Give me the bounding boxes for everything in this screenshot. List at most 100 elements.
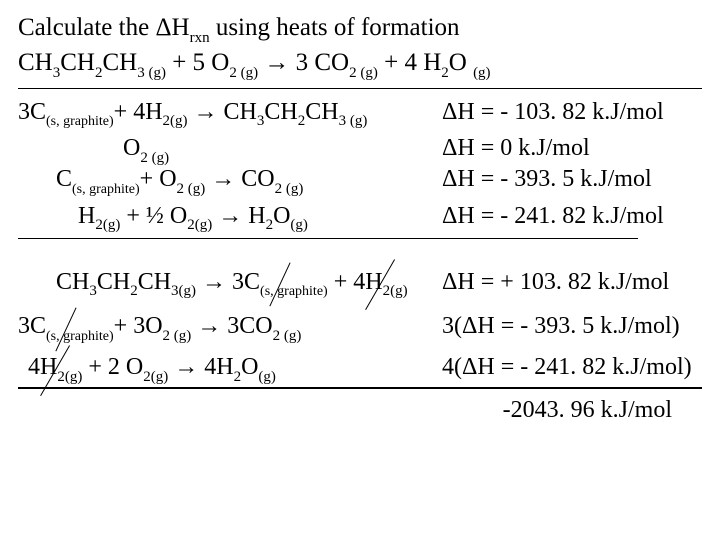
s1r4-d: O [273, 203, 290, 229]
s1r3-b: + O [140, 166, 177, 192]
s2r1-s1: 3 [89, 283, 97, 299]
s2r1-s5: 2(g) [383, 283, 408, 299]
s1r3-sub2: 2 (g) [177, 181, 206, 197]
rule-1 [18, 88, 702, 89]
s2r1-a: CH [56, 269, 89, 295]
s2r1-f: 4H [353, 269, 382, 295]
s2r1-strike2: 4H2(g) [353, 269, 407, 300]
s1r1-c3: CH [305, 99, 338, 125]
s1r1-s1: 3 [257, 113, 265, 129]
s2-row2-rhs: 3(ΔH = - 393. 5 k.J/mol) [442, 313, 702, 340]
s1r4-sub1: 2(g) [95, 217, 120, 233]
s1r1-s2: 2 [298, 113, 306, 129]
s1-row1-lhs: 3C(s, graphite)+ 4H2(g) → CH3CH2CH3 (g) [18, 99, 442, 130]
final-answer: -2043. 96 k.J/mol [18, 395, 702, 424]
s2r3-strike: 4H2(g) [28, 354, 82, 385]
s1r3-c: → CO [205, 166, 274, 192]
s2-row1-lhs: CH3CH2CH3(g) → 3C(s, graphite) + 4H2(g) [18, 269, 442, 300]
eq-o2s: 2 (g) [229, 65, 258, 81]
s1-row3-lhs: C(s, graphite)+ O2 (g) → CO2 (g) [18, 166, 442, 197]
s2-row1: CH3CH2CH3(g) → 3C(s, graphite) + 4H2(g) … [18, 269, 702, 300]
s1r3-sub3: 2 (g) [275, 181, 304, 197]
s2r1-b: CH [97, 269, 130, 295]
s1-row4-rhs: ΔH = - 241. 82 k.J/mol [442, 203, 702, 230]
s2r2-strike: 3C(s, graphite) [18, 313, 114, 344]
s2-row3-lhs: 4H2(g) + 2 O2(g) → 4H2O(g) [18, 354, 442, 385]
s1-row3-rhs: ΔH = - 393. 5 k.J/mol [442, 166, 702, 193]
eq-plus2: + 4 H [378, 49, 441, 76]
eq-ch3: CH [18, 49, 53, 76]
eq-h2o-s: 2 [441, 65, 449, 81]
s2r1-arr: → [196, 269, 232, 295]
s2r1-s4: (s, graphite) [260, 284, 328, 299]
s2r3-d: O [241, 354, 258, 380]
s1-row1-rhs: ΔH = - 103. 82 k.J/mol [442, 99, 702, 126]
eq-h2o-g: (g) [473, 65, 491, 81]
page-root: Calculate the ΔHrxn using heats of forma… [0, 0, 720, 540]
eq-arrow: → 3 CO [258, 49, 349, 76]
s1r1-s3: 3 (g) [339, 113, 368, 129]
s2r2-b: + 3O [114, 313, 163, 339]
s1r4-sub2: 2(g) [187, 217, 212, 233]
title-text-a: Calculate the ΔH [18, 14, 190, 41]
s2-row2-lhs: 3C(s, graphite)+ 3O2 (g) → 3CO2 (g) [18, 313, 442, 344]
s1r3-a: C [56, 166, 72, 192]
s2-row2: 3C(s, graphite)+ 3O2 (g) → 3CO2 (g) 3(ΔH… [18, 313, 702, 344]
s1-row1: 3C(s, graphite)+ 4H2(g) → CH3CH2CH3 (g) … [18, 99, 702, 130]
title-line-1: Calculate the ΔHrxn using heats of forma… [18, 12, 702, 47]
s2r1-e: + [328, 269, 354, 295]
s1-row2-lhs: O2 (g) [18, 135, 442, 166]
s1r4-sub4: (g) [290, 217, 308, 233]
eq-co2s: 2 (g) [349, 65, 378, 81]
eq-s3: 3 (g) [137, 65, 166, 81]
eq-h2o-b: O [449, 49, 473, 76]
s1r4-c: → H [212, 203, 265, 229]
s2r2-s1: (s, graphite) [46, 329, 114, 344]
s2r1-s2: 2 [130, 283, 138, 299]
eq-plus1: + 5 O [166, 49, 229, 76]
s2r3-s2: 2(g) [143, 369, 168, 385]
s1r4-a: H [78, 203, 95, 229]
rule-3 [18, 387, 702, 389]
s2r2-s3: 2 (g) [273, 328, 302, 344]
s1r1-sub1: (s, graphite) [46, 114, 114, 129]
s1r1-c: → CH [188, 99, 257, 125]
s2r1-d: 3C [232, 269, 260, 295]
s1r4-sub3: 2 [266, 217, 274, 233]
s1r2-a: O [123, 135, 140, 161]
s2r2-s2: 2 (g) [163, 328, 192, 344]
s2r3-s1: 2(g) [57, 369, 82, 385]
eq-ch2: CH [60, 49, 95, 76]
s2r2-a: 3C [18, 313, 46, 339]
main-equation: CH3CH2CH3 (g) + 5 O2 (g) → 3 CO2 (g) + 4… [18, 47, 702, 82]
s2r2-c: → 3CO [191, 313, 272, 339]
title-sub-rxn: rxn [190, 30, 210, 46]
rule-2 [18, 238, 638, 239]
eq-s2: 2 [95, 65, 103, 81]
s2r3-c: → 4H [168, 354, 233, 380]
eq-ch3b: CH [102, 49, 137, 76]
s2r1-c: CH [138, 269, 171, 295]
s2r3-a: 4H [28, 354, 57, 380]
s2r3-s3: 2 [234, 369, 242, 385]
s1-row2: O2 (g) ΔH = 0 k.J/mol [18, 135, 702, 166]
s1-row4: H2(g) + ½ O2(g) → H2O(g) ΔH = - 241. 82 … [18, 203, 702, 234]
s2-row3-rhs: 4(ΔH = - 241. 82 k.J/mol) [442, 354, 702, 381]
s1-row3: C(s, graphite)+ O2 (g) → CO2 (g) ΔH = - … [18, 166, 702, 197]
s1-row2-rhs: ΔH = 0 k.J/mol [442, 135, 702, 162]
s2r3-b: + 2 O [82, 354, 143, 380]
s1r2-sub: 2 (g) [140, 150, 169, 166]
s1r4-b: + ½ O [120, 203, 187, 229]
s1-row4-lhs: H2(g) + ½ O2(g) → H2O(g) [18, 203, 442, 234]
s1r1-sub2: 2(g) [163, 113, 188, 129]
s2-row1-rhs: ΔH = + 103. 82 k.J/mol [442, 269, 702, 296]
s1r1-b: + 4H [114, 99, 163, 125]
eq-s1: 3 [53, 65, 61, 81]
s1r1-c2: CH [264, 99, 297, 125]
s1r1-a: 3C [18, 99, 46, 125]
title-text-b: using heats of formation [210, 14, 460, 41]
s2-row3: 4H2(g) + 2 O2(g) → 4H2O(g) 4(ΔH = - 241.… [18, 354, 702, 385]
s2r1-strike1: 3C(s, graphite) [232, 269, 328, 300]
s2r1-s3: 3(g) [171, 283, 196, 299]
s2r3-s4: (g) [258, 369, 276, 385]
